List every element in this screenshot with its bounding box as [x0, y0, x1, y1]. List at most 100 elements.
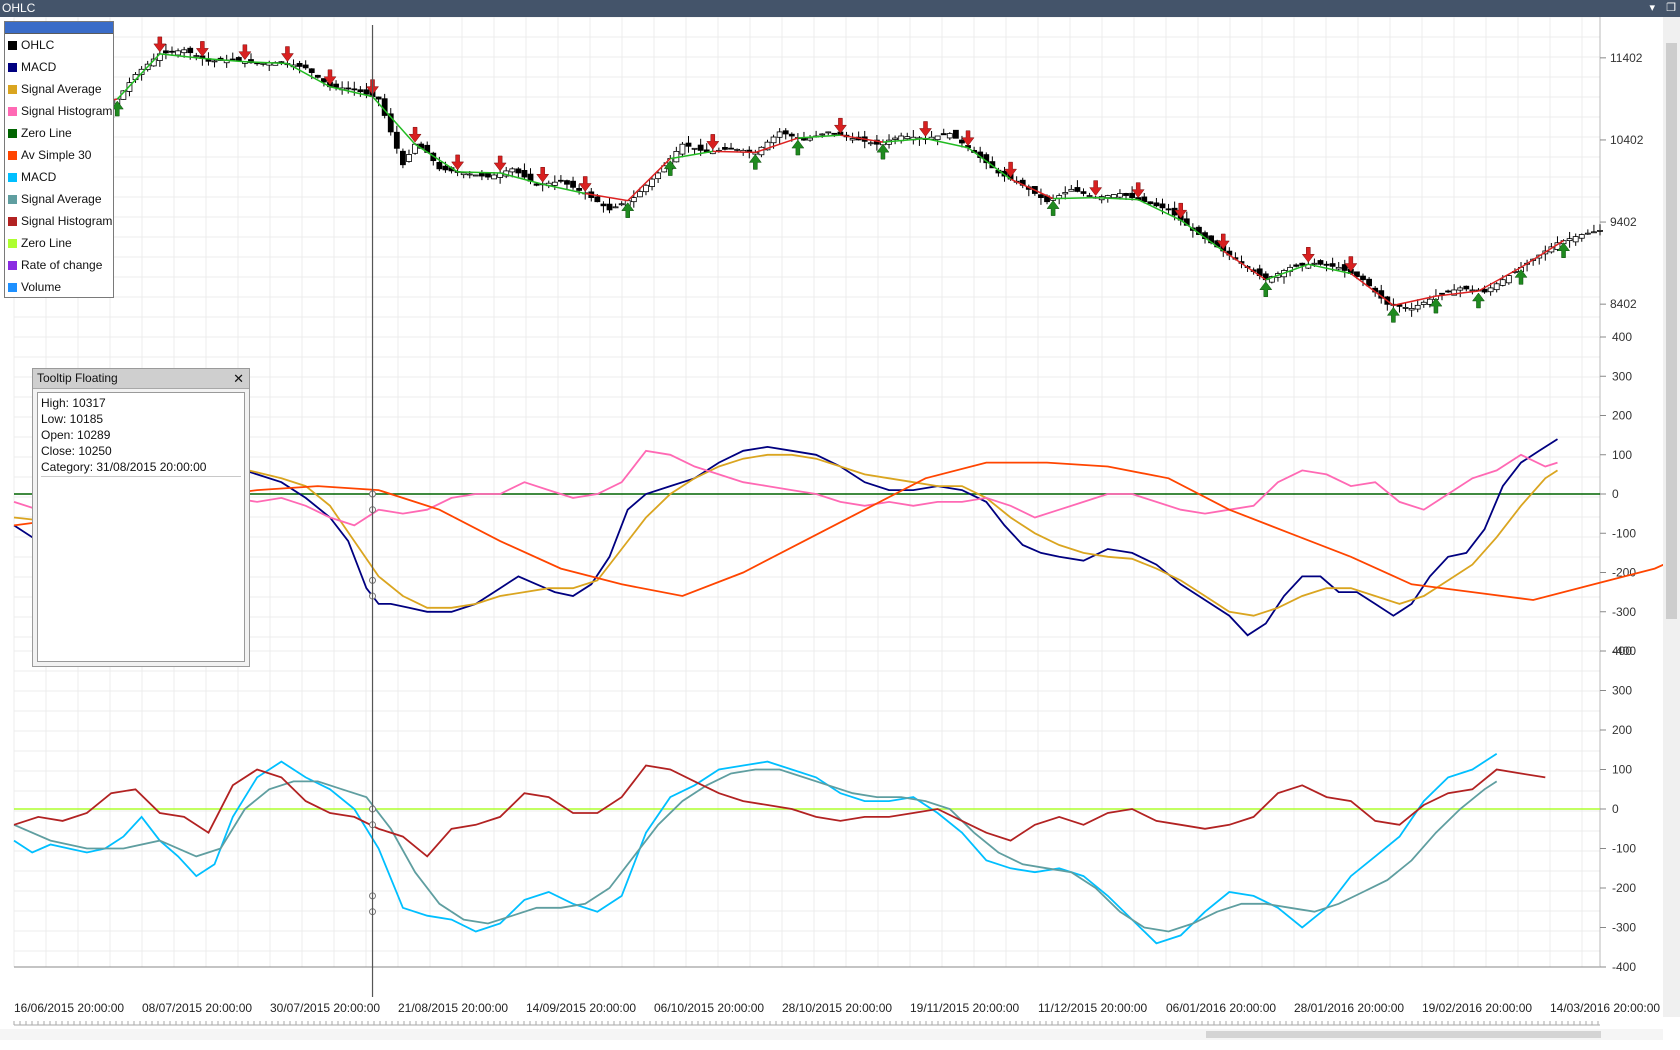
- sell-arrow-icon: [451, 154, 465, 171]
- candle-body: [849, 138, 856, 141]
- candle-body: [393, 131, 400, 149]
- legend-item[interactable]: Signal Histogram: [5, 210, 113, 232]
- legend-swatch: [8, 106, 17, 116]
- legend-swatch: [8, 128, 17, 138]
- candle-body: [1323, 263, 1330, 266]
- candle-body: [1104, 195, 1111, 199]
- x-tick-label: 19/02/2016 20:00:00: [1422, 1001, 1532, 1015]
- signal-trend-line: [1053, 196, 1096, 200]
- sell-arrow-icon: [493, 155, 507, 172]
- tooltip-close: Close: 10250: [41, 444, 112, 458]
- candle-body: [946, 133, 953, 139]
- close-icon[interactable]: ✕: [233, 371, 244, 386]
- horizontal-scrollbar[interactable]: [0, 1029, 1663, 1040]
- legend-label: Signal Average: [21, 82, 102, 96]
- signal-trend-line: [967, 147, 1012, 180]
- candle-body: [776, 131, 783, 138]
- legend-label: Zero Line: [21, 126, 72, 140]
- candle-body: [685, 142, 692, 147]
- sell-arrow-icon: [1004, 161, 1018, 178]
- candle-body: [734, 148, 741, 151]
- x-tick-label: 16/06/2015 20:00:00: [14, 1001, 124, 1015]
- legend-item[interactable]: Rate of change: [5, 254, 113, 276]
- candle-body: [643, 184, 649, 193]
- buy-arrow-icon: [1429, 297, 1443, 314]
- sell-arrow-icon: [1344, 256, 1358, 272]
- tooltip-high: High: 10317: [41, 396, 106, 410]
- candle-body: [691, 147, 698, 150]
- legend-item[interactable]: Signal Average: [5, 78, 113, 100]
- series-line: [13, 768, 1498, 933]
- legend-item[interactable]: Signal Average: [5, 188, 113, 210]
- candle-body: [1408, 308, 1415, 311]
- candle-body: [1268, 276, 1275, 283]
- vertical-scrollbar[interactable]: [1663, 17, 1680, 1017]
- legend-item[interactable]: Signal Histogram: [5, 100, 113, 122]
- candle-body: [697, 144, 704, 151]
- candle-body: [1147, 201, 1154, 205]
- tooltip-title-bar[interactable]: Tooltip Floating ✕: [33, 369, 249, 389]
- horizontal-scroll-thumb[interactable]: [1206, 1031, 1601, 1038]
- legend-item[interactable]: OHLC: [5, 34, 113, 56]
- legend-item[interactable]: MACD: [5, 166, 113, 188]
- candle-body: [606, 203, 613, 211]
- x-tick-label: 06/01/2016 20:00:00: [1166, 1001, 1276, 1015]
- buy-arrow-icon: [791, 139, 805, 156]
- y-tick-label: -400: [1612, 960, 1636, 974]
- candle-body: [302, 64, 309, 69]
- candle-body: [1062, 192, 1069, 195]
- candle-body: [1451, 289, 1458, 296]
- legend-item[interactable]: Zero Line: [5, 122, 113, 144]
- candle-body: [1396, 304, 1403, 307]
- candle-body: [636, 191, 643, 198]
- candle-body: [1086, 195, 1093, 197]
- signal-trend-line: [755, 137, 799, 154]
- buy-arrow-icon: [1557, 242, 1571, 258]
- candle-body: [934, 135, 941, 141]
- y-tick-label: 0: [1612, 802, 1619, 816]
- legend-item[interactable]: Av Simple 30: [5, 144, 113, 166]
- candle-body: [345, 87, 352, 90]
- candle-body: [193, 55, 200, 57]
- candle-body: [1414, 304, 1421, 310]
- candle-body: [138, 68, 145, 75]
- sell-arrow-icon: [536, 166, 550, 183]
- window-titlebar: OHLC ▾ ❐: [0, 0, 1680, 17]
- candle-body: [1299, 262, 1306, 266]
- sell-arrow-icon: [1301, 247, 1315, 263]
- candle-body: [892, 137, 899, 140]
- restore-icon[interactable]: ❐: [1666, 2, 1676, 14]
- candle-body: [1141, 196, 1148, 203]
- candle-body: [1426, 298, 1433, 305]
- legend-label: MACD: [21, 170, 57, 184]
- legend-item[interactable]: MACD: [5, 56, 113, 78]
- candle-body: [867, 142, 874, 145]
- candle-body: [387, 113, 394, 133]
- legend-item[interactable]: Volume: [5, 276, 113, 298]
- candle-body: [1335, 266, 1342, 270]
- candle-body: [296, 63, 303, 67]
- candle-body: [466, 173, 473, 176]
- candle-body: [1402, 307, 1409, 309]
- legend-header[interactable]: [5, 22, 113, 34]
- minimize-icon[interactable]: ▾: [1649, 2, 1656, 14]
- y-tick-label: 10402: [1610, 133, 1644, 147]
- candle-body: [1159, 203, 1166, 209]
- tooltip-lines: High: 10317 Low: 10185 Open: 10289 Close…: [41, 395, 241, 477]
- signal-trend-line: [414, 143, 459, 173]
- x-tick-label: 28/01/2016 20:00:00: [1294, 1001, 1404, 1015]
- vertical-scroll-thumb[interactable]: [1666, 43, 1677, 619]
- y-tick-label: 11402: [1610, 51, 1643, 65]
- y-tick-label: 100: [1612, 448, 1632, 462]
- x-tick-label: 08/07/2015 20:00:00: [142, 1001, 252, 1015]
- candle-body: [1317, 260, 1324, 265]
- candle-body: [351, 88, 358, 91]
- signal-trend-line: [499, 172, 543, 185]
- y-tick-label: 400: [1612, 330, 1632, 344]
- candle-body: [1572, 236, 1579, 243]
- legend-item[interactable]: Zero Line: [5, 232, 113, 254]
- tooltip-floating[interactable]: Tooltip Floating ✕ High: 10317 Low: 1018…: [32, 368, 250, 667]
- candle-body: [570, 180, 576, 188]
- candle-body: [904, 136, 911, 140]
- chart-area[interactable]: 11402 10402 9402 8402 400 300 200 100 0 -100 -200 -…: [0, 17, 1663, 1029]
